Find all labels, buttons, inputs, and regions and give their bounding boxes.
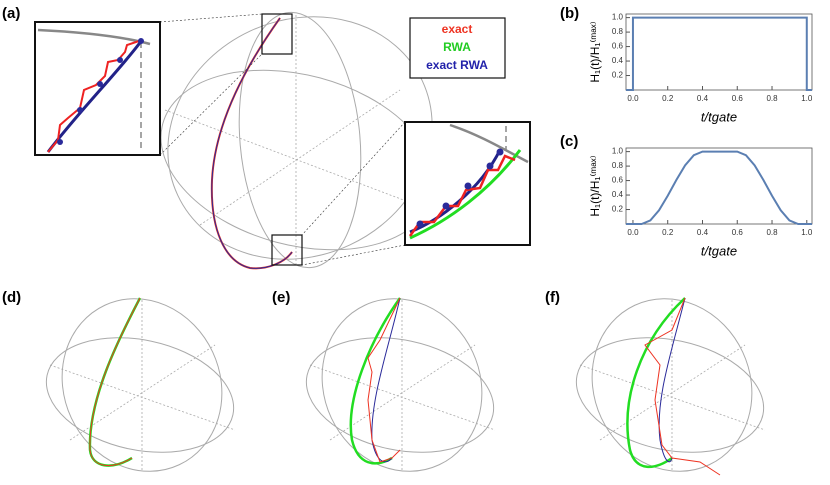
y-tick-label: 0.2 [612, 71, 624, 80]
bloch-sphere [575, 297, 766, 476]
y-tick-label: 0.2 [612, 205, 624, 214]
legend-entry: exact [442, 22, 473, 36]
x-axis-label: t/tgate [701, 243, 737, 258]
panel-label: (c) [560, 133, 578, 150]
y-tick-label: 1.0 [612, 147, 624, 156]
plot-frame [625, 13, 813, 91]
x-tick-label: 0.8 [766, 94, 778, 103]
x-tick-label: 0.4 [697, 94, 709, 103]
legend-entry: exact RWA [426, 58, 488, 72]
legend-entry: RWA [443, 40, 471, 54]
plot-frame [625, 147, 813, 225]
x-tick-label: 0.0 [627, 228, 639, 237]
y-tick-label: 0.4 [612, 56, 624, 65]
x-tick-label: 0.6 [732, 228, 744, 237]
inset [404, 121, 531, 246]
panel-label: (e) [272, 289, 290, 306]
panel-label: (d) [2, 289, 21, 306]
x-tick-label: 0.8 [766, 228, 778, 237]
x-tick-label: 1.0 [801, 228, 813, 237]
x-axis-label: t/tgate [701, 109, 737, 124]
y-tick-label: 0.8 [612, 161, 624, 170]
panel-label: (f) [545, 289, 560, 306]
x-tick-label: 0.0 [627, 94, 639, 103]
bloch-sphere [45, 297, 236, 472]
y-tick-label: 0.8 [612, 27, 624, 36]
bloch-sphere [159, 11, 436, 270]
y-axis-label: H₁(t)/H₁⁽ᵐᵃˣ⁾ [588, 21, 602, 82]
y-tick-label: 0.6 [612, 176, 624, 185]
line [626, 150, 812, 225]
y-tick-label: 0.6 [612, 42, 624, 51]
line [626, 16, 812, 91]
legend: exact RWA exact RWA [409, 17, 506, 79]
x-tick-label: 0.2 [662, 94, 674, 103]
bloch-sphere [305, 297, 496, 472]
inset [34, 21, 161, 156]
y-axis-label: H₁(t)/H₁⁽ᵐᵃˣ⁾ [588, 155, 602, 216]
x-tick-label: 0.2 [662, 228, 674, 237]
x-tick-label: 0.4 [697, 228, 709, 237]
y-tick-label: 1.0 [612, 13, 624, 22]
y-tick-label: 0.4 [612, 190, 624, 199]
x-tick-label: 0.6 [732, 94, 744, 103]
panel-label: (a) [2, 5, 20, 22]
panel-label: (b) [560, 5, 579, 22]
x-tick-label: 1.0 [801, 94, 813, 103]
